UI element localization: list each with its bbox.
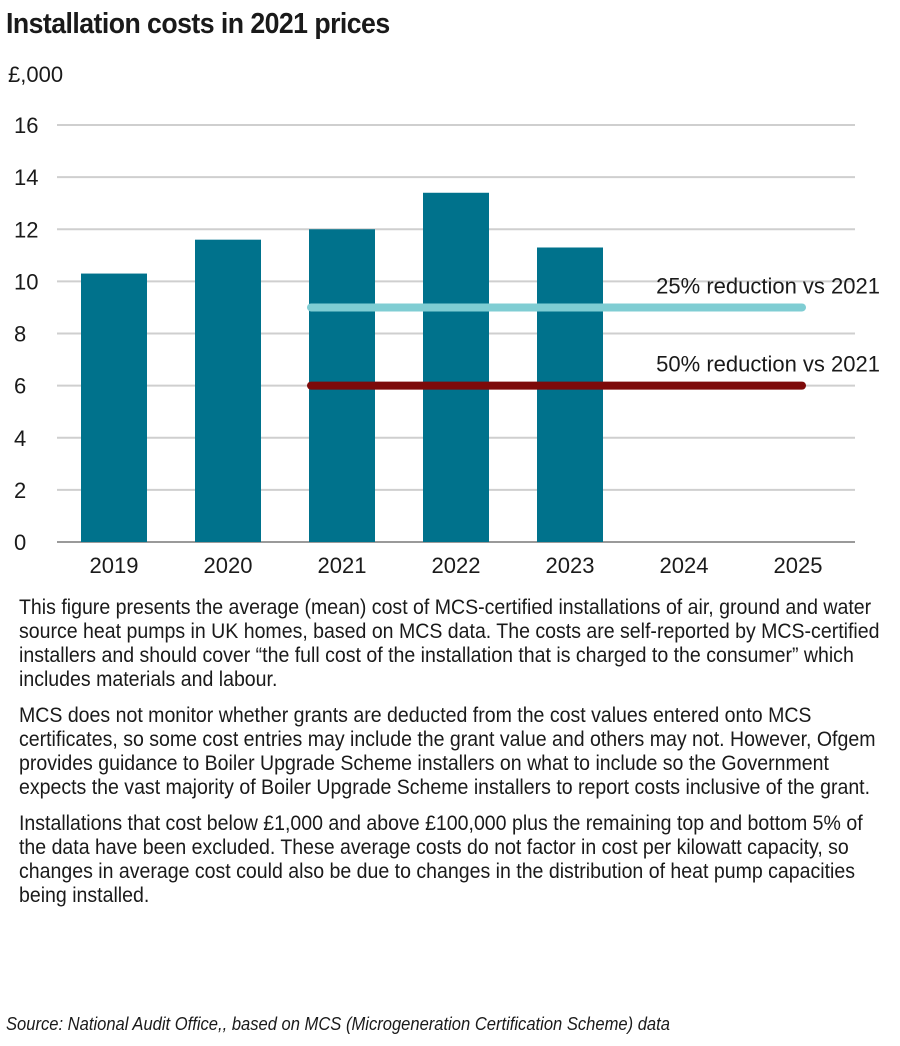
- x-tick-label: 2022: [432, 553, 481, 578]
- y-tick-label: 0: [14, 530, 26, 555]
- y-tick-label: 4: [14, 426, 26, 451]
- chart-title: Installation costs in 2021 prices: [6, 8, 390, 40]
- bar: [423, 192, 489, 542]
- bar: [537, 247, 603, 542]
- y-tick-label: 12: [14, 217, 38, 242]
- figure-notes: This figure presents the average (mean) …: [19, 596, 889, 920]
- x-tick-label: 2021: [318, 553, 367, 578]
- x-tick-label: 2023: [546, 553, 595, 578]
- source-note: Source: National Audit Office,, based on…: [6, 1014, 670, 1034]
- x-tick-label: 2024: [660, 553, 709, 578]
- reference-lines: 25% reduction vs 2021 50% reduction vs 20…: [307, 273, 880, 390]
- y-tick-label: 14: [14, 165, 38, 190]
- y-tick-label: 2: [14, 478, 26, 503]
- y-tick-label: 6: [14, 374, 26, 399]
- note-paragraph-1: This figure presents the average (mean) …: [19, 596, 880, 691]
- y-tick-label: 16: [14, 113, 38, 138]
- bar: [195, 239, 261, 543]
- x-tick-labels: 2019 2020 2021 2022 2023 2024 2025: [90, 553, 823, 578]
- bar: [81, 273, 147, 542]
- y-tick-labels: 0 2 4 6 8 10 12 14 16: [14, 113, 38, 555]
- x-tick-label: 2019: [90, 553, 139, 578]
- y-axis-label: £,000: [8, 62, 63, 87]
- note-paragraph-3: Installations that cost below £1,000 and…: [19, 812, 863, 907]
- y-tick-label: 8: [14, 322, 26, 347]
- reference-line-label: 50% reduction vs 2021: [656, 352, 880, 377]
- bar-chart: £,000 0 2 4 6 8 10 12 14 16 2019 2020 2021 2022 2023…: [8, 62, 880, 578]
- reference-line-label: 25% reduction vs 2021: [656, 273, 880, 298]
- y-tick-label: 10: [14, 269, 38, 294]
- note-paragraph-2: MCS does not monitor whether grants are …: [19, 704, 876, 799]
- x-tick-label: 2025: [774, 553, 823, 578]
- x-tick-label: 2020: [204, 553, 253, 578]
